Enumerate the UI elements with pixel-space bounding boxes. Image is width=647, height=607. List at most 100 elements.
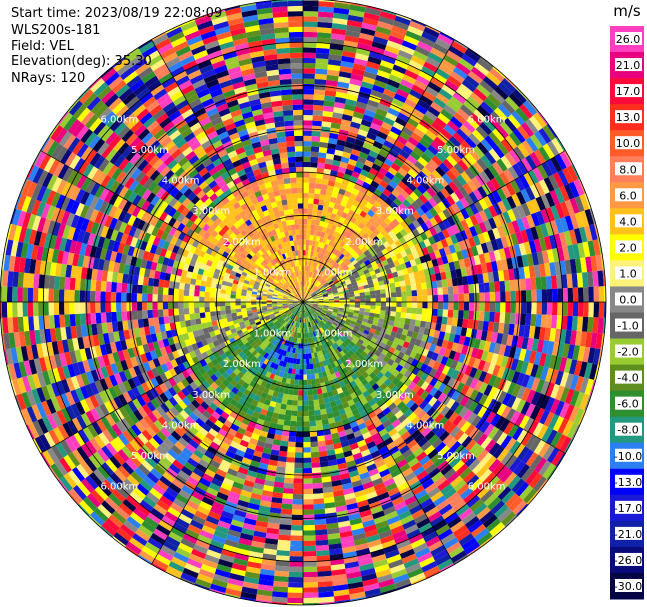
velocity-gate [416, 207, 425, 217]
velocity-gate [358, 151, 369, 160]
velocity-gate [306, 305, 311, 310]
velocity-gate [577, 242, 586, 259]
velocity-gate [323, 105, 334, 113]
velocity-gate [289, 556, 303, 562]
velocity-gate [309, 315, 313, 321]
velocity-gate [587, 347, 596, 364]
velocity-gate [365, 375, 373, 383]
velocity-gate [414, 257, 422, 266]
velocity-gate [512, 460, 526, 476]
velocity-gate [567, 344, 575, 360]
velocity-gate [564, 388, 575, 405]
velocity-gate [480, 452, 493, 466]
velocity-gate [428, 434, 439, 445]
velocity-gate [501, 511, 517, 526]
velocity-gate [430, 409, 441, 421]
velocity-gate [352, 484, 364, 493]
velocity-gate [526, 389, 536, 404]
velocity-gate [468, 149, 481, 162]
velocity-gate [428, 467, 441, 479]
velocity-gate [276, 397, 283, 404]
velocity-gate [320, 126, 331, 133]
velocity-gate [331, 23, 347, 31]
velocity-gate [574, 391, 585, 409]
velocity-gate [297, 348, 301, 354]
velocity-gate [306, 305, 311, 310]
velocity-gate [458, 406, 469, 419]
velocity-gate [477, 186, 488, 199]
velocity-gate [344, 346, 351, 353]
velocity-gate [391, 406, 401, 416]
velocity-gate [310, 451, 320, 458]
velocity-gate [328, 293, 334, 297]
velocity-gate [381, 55, 397, 65]
velocity-gate [311, 141, 320, 148]
velocity-gate [340, 535, 354, 544]
velocity-gate [465, 152, 477, 165]
velocity-gate [387, 373, 396, 382]
velocity-gate [342, 50, 356, 59]
velocity-gate [323, 429, 332, 436]
velocity-gate [307, 250, 312, 256]
velocity-gate [317, 440, 326, 447]
velocity-gate [355, 276, 362, 282]
velocity-gate [304, 265, 307, 272]
velocity-gate [370, 347, 378, 354]
velocity-gate [501, 333, 509, 346]
velocity-gate [516, 255, 524, 268]
velocity-gate [329, 368, 335, 375]
velocity-gate [451, 41, 468, 54]
velocity-gate [464, 515, 480, 529]
velocity-gate [345, 280, 352, 286]
velocity-gate [359, 86, 373, 95]
velocity-gate [301, 307, 303, 313]
velocity-gate [303, 587, 319, 593]
velocity-gate [394, 388, 404, 398]
velocity-gate [421, 314, 427, 322]
velocity-gate [446, 216, 456, 227]
velocity-gate [455, 382, 465, 393]
velocity-gate [240, 591, 257, 600]
velocity-gate [546, 140, 560, 157]
velocity-gate [338, 253, 345, 260]
velocity-gate [435, 68, 451, 80]
velocity-gate [465, 266, 473, 276]
velocity-gate [322, 254, 327, 261]
velocity-gate [576, 316, 584, 332]
velocity-gate [354, 293, 360, 297]
velocity-gate [271, 444, 281, 451]
velocity-gate [303, 224, 308, 230]
velocity-gate [321, 371, 328, 378]
velocity-gate [490, 353, 499, 365]
velocity-gate [483, 492, 498, 507]
velocity-gate [341, 114, 353, 122]
velocity-gate [346, 19, 363, 28]
velocity-gate [532, 166, 544, 182]
velocity-gate [321, 210, 328, 217]
velocity-gate [413, 271, 420, 279]
velocity-gate [314, 73, 327, 80]
velocity-gate [303, 104, 314, 111]
velocity-gate [416, 369, 425, 379]
velocity-gate [436, 190, 446, 202]
velocity-gate [307, 297, 313, 300]
velocity-gate [354, 542, 369, 551]
velocity-gate [309, 342, 313, 349]
velocity-gate [466, 179, 478, 192]
velocity-gate [312, 314, 317, 319]
velocity-gate [395, 88, 410, 99]
velocity-gate [351, 230, 359, 238]
velocity-gate [292, 337, 296, 343]
velocity-gate [355, 363, 363, 371]
velocity-gate [394, 423, 405, 433]
velocity-gate [312, 362, 318, 369]
velocity-gate [430, 322, 437, 331]
velocity-gate [394, 356, 402, 365]
velocity-gate [458, 185, 469, 198]
velocity-gate [308, 276, 312, 283]
velocity-gate [330, 224, 337, 231]
velocity-gate [497, 390, 508, 404]
velocity-gate [368, 239, 376, 247]
velocity-gate [303, 307, 306, 313]
velocity-gate [469, 92, 484, 106]
